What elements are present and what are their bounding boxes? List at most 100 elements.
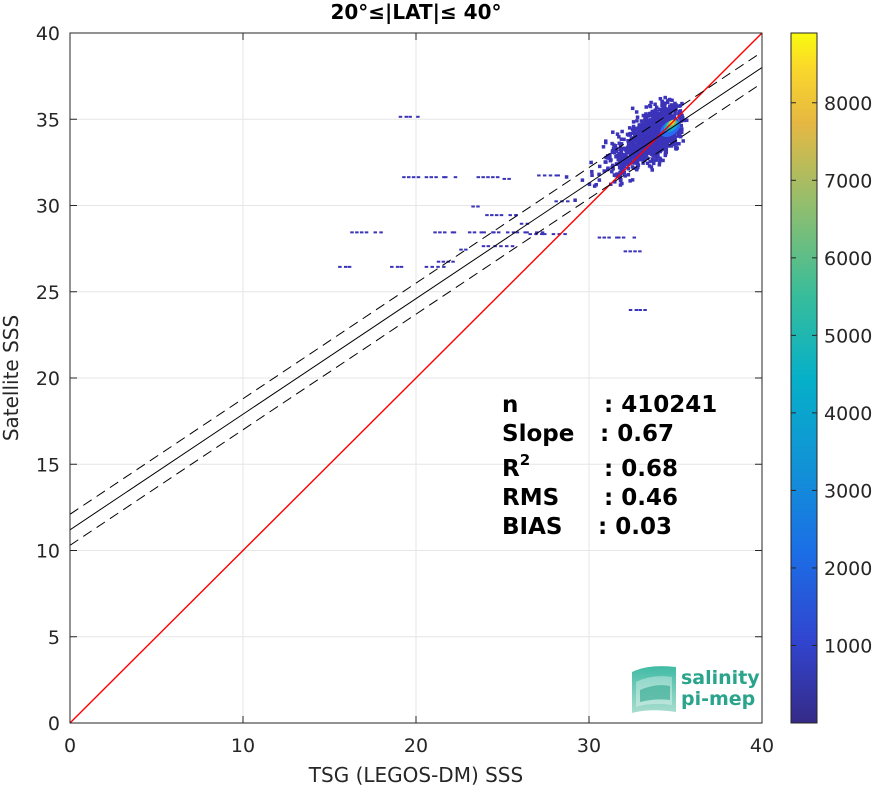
density-cell (481, 176, 485, 179)
density-cell (647, 118, 652, 123)
density-cell (626, 162, 631, 167)
density-cell (496, 231, 501, 234)
density-cell (597, 178, 602, 182)
x-tick-label: 0 (64, 735, 76, 757)
density-cell (663, 107, 668, 111)
colorbar-tick-label: 7000 (824, 170, 872, 192)
density-cell (408, 115, 412, 118)
density-cell (411, 176, 416, 179)
density-cell (653, 129, 658, 134)
density-cell (652, 161, 656, 166)
density-cell (649, 125, 653, 130)
density-cell (429, 176, 433, 179)
density-cell (639, 157, 644, 162)
density-cell (653, 151, 658, 155)
density-cell (379, 231, 383, 234)
density-cell (677, 142, 681, 146)
density-cell (359, 231, 364, 234)
y-tick-label: 10 (36, 541, 60, 563)
density-cell (608, 153, 612, 157)
density-cell (679, 130, 684, 134)
density-cell (628, 145, 633, 149)
density-cell (680, 114, 684, 118)
density-cell (467, 231, 472, 234)
density-cell (671, 137, 676, 142)
density-cell (648, 145, 653, 150)
density-cell (535, 231, 539, 234)
density-cell (441, 260, 446, 263)
density-cell (627, 159, 631, 163)
density-cell (430, 265, 434, 268)
density-cell (597, 236, 602, 239)
density-cell (628, 250, 632, 253)
density-cell (511, 231, 516, 234)
density-cell (338, 265, 342, 268)
density-cell (433, 231, 437, 234)
density-cell (684, 118, 689, 123)
density-cell (633, 153, 637, 158)
density-cell (639, 119, 644, 123)
density-cell (540, 231, 545, 234)
density-cell (659, 135, 663, 139)
regression-line (70, 67, 762, 531)
density-cell (601, 145, 606, 149)
density-cell (614, 154, 618, 159)
density-cell (655, 153, 659, 158)
density-cell (634, 159, 639, 163)
density-cell (654, 105, 659, 110)
density-cell (617, 135, 621, 139)
wave-logo-icon (632, 666, 676, 713)
density-cell (637, 139, 641, 143)
density-cell (542, 233, 547, 236)
density-cell (635, 119, 639, 123)
density-cell (631, 155, 636, 159)
x-axis-label: TSG (LEGOS-DM) SSS (308, 763, 523, 787)
density-cell (494, 214, 499, 217)
density-cell (656, 127, 661, 132)
stat-value: : 0.03 (598, 514, 672, 540)
density-cell (472, 231, 477, 234)
density-cell (656, 132, 661, 137)
density-cell (628, 161, 633, 165)
density-cell (626, 139, 630, 143)
fit-lines (70, 33, 762, 723)
density-cell (665, 100, 670, 105)
density-cell (402, 176, 406, 179)
density-cell (416, 176, 421, 179)
density-cell (634, 110, 639, 114)
density-cell (627, 126, 632, 130)
y-tick-label: 0 (48, 713, 60, 735)
density-cell (540, 233, 544, 236)
density-cell (507, 177, 511, 180)
x-tick-label: 10 (231, 735, 255, 757)
stat-label: n (502, 392, 518, 418)
density-cell (651, 149, 656, 153)
density-cell (424, 176, 429, 179)
density-cell (482, 231, 486, 234)
density-cell (657, 160, 662, 164)
density-cell (623, 174, 627, 178)
density-cell (486, 176, 490, 179)
density-cell (502, 177, 506, 180)
density-cell (614, 162, 619, 166)
density-cell (647, 139, 652, 144)
density-cell (347, 265, 352, 268)
density-cell (399, 265, 404, 268)
chart-title: 20°≤|LAT|≤ 40° (330, 0, 501, 24)
density-cell (657, 107, 661, 112)
density-cell (644, 105, 648, 109)
density-cell (638, 149, 643, 154)
colorbar-ticks: 1000 2000 3000 4000 5000 6000 7000 8000 (791, 93, 872, 657)
density-cell (519, 222, 524, 225)
density-cell (499, 214, 504, 217)
density-cell (629, 158, 633, 163)
density-cell (637, 126, 641, 130)
density-cell (610, 169, 614, 174)
density-cell (664, 150, 668, 155)
density-cell (603, 139, 608, 143)
density-cell (395, 265, 400, 268)
density-cell (557, 233, 562, 236)
density-cell (623, 250, 628, 253)
density-cell (646, 124, 650, 129)
